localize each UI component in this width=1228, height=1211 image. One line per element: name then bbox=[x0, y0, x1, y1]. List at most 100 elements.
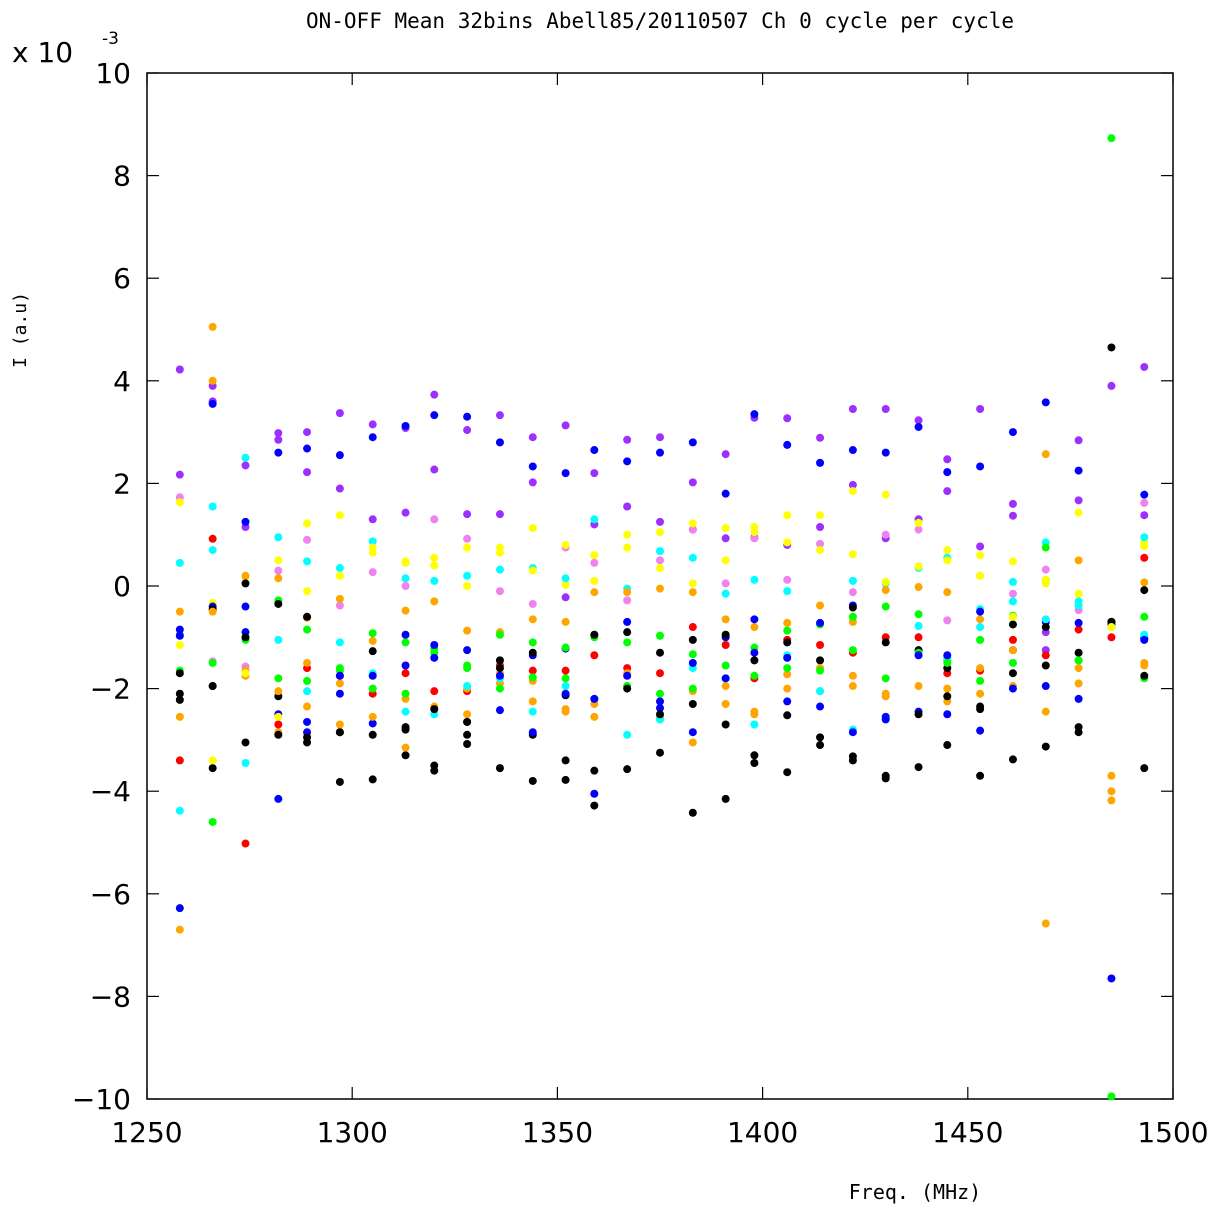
data-point bbox=[561, 666, 570, 675]
data-point bbox=[1140, 498, 1149, 507]
data-point bbox=[528, 638, 537, 647]
data-point bbox=[688, 650, 697, 659]
data-point bbox=[783, 664, 792, 673]
data-point bbox=[463, 571, 472, 580]
data-point bbox=[463, 730, 472, 739]
data-point bbox=[430, 653, 439, 662]
data-point bbox=[688, 588, 697, 597]
data-point bbox=[750, 751, 759, 760]
y-multiplier: x 10 -3 bbox=[12, 29, 119, 69]
data-point bbox=[721, 556, 730, 565]
data-point bbox=[1140, 553, 1149, 562]
data-point bbox=[848, 487, 857, 496]
data-point bbox=[656, 631, 664, 640]
data-point bbox=[1140, 533, 1149, 542]
data-point bbox=[561, 540, 570, 549]
data-point bbox=[241, 669, 250, 678]
data-point bbox=[848, 756, 857, 765]
data-point bbox=[401, 574, 410, 583]
data-point bbox=[1074, 679, 1083, 688]
data-point bbox=[241, 758, 250, 767]
data-point bbox=[590, 515, 599, 524]
data-point bbox=[335, 679, 344, 688]
data-point bbox=[881, 490, 890, 499]
data-point bbox=[750, 623, 759, 632]
data-point bbox=[401, 669, 410, 678]
data-point bbox=[401, 421, 410, 430]
data-point bbox=[175, 631, 184, 640]
data-point bbox=[783, 697, 792, 706]
data-point bbox=[303, 625, 312, 634]
x-axis-label: Freq. (MHz) bbox=[849, 1180, 981, 1204]
data-point bbox=[590, 712, 599, 721]
data-point bbox=[914, 422, 923, 431]
data-point bbox=[688, 684, 697, 693]
data-point bbox=[750, 671, 759, 680]
data-point bbox=[656, 704, 664, 713]
data-point bbox=[976, 405, 985, 414]
data-point bbox=[303, 444, 312, 453]
data-point bbox=[401, 725, 410, 734]
y-ticks: −10 −8 −6 −4 −2 0 2 4 6 8 10 bbox=[72, 57, 1173, 1116]
data-point bbox=[495, 587, 504, 596]
data-point bbox=[175, 640, 184, 649]
data-point bbox=[303, 733, 312, 742]
data-point bbox=[274, 448, 283, 457]
data-point bbox=[688, 728, 697, 737]
data-point bbox=[208, 399, 217, 408]
data-point bbox=[943, 468, 952, 477]
series-13 bbox=[175, 607, 1149, 934]
data-point bbox=[976, 571, 985, 580]
data-point bbox=[816, 511, 825, 520]
data-point bbox=[463, 661, 472, 670]
data-point bbox=[1008, 499, 1017, 508]
data-point bbox=[463, 510, 472, 519]
data-point bbox=[303, 519, 312, 528]
data-point bbox=[848, 682, 857, 691]
data-point bbox=[848, 603, 857, 612]
data-point bbox=[623, 628, 632, 637]
data-point bbox=[943, 487, 952, 496]
series-0 bbox=[175, 362, 1149, 637]
data-point bbox=[816, 618, 825, 627]
data-point bbox=[1008, 577, 1017, 586]
data-point bbox=[976, 702, 985, 711]
data-point bbox=[401, 707, 410, 716]
series-7 bbox=[175, 134, 1149, 683]
data-point bbox=[688, 553, 697, 562]
data-point bbox=[1140, 490, 1149, 499]
data-point bbox=[274, 674, 283, 683]
data-point bbox=[1107, 1092, 1116, 1101]
data-point bbox=[401, 606, 410, 615]
data-point bbox=[401, 630, 410, 639]
data-point bbox=[335, 564, 344, 573]
data-point bbox=[816, 546, 825, 555]
y-tick-label: 2 bbox=[113, 467, 131, 500]
data-point bbox=[590, 789, 599, 798]
data-point bbox=[528, 599, 537, 608]
data-point bbox=[208, 546, 217, 555]
data-point bbox=[430, 561, 439, 570]
data-point bbox=[561, 689, 570, 698]
data-point bbox=[274, 574, 283, 583]
data-point bbox=[750, 720, 759, 729]
data-point bbox=[463, 582, 472, 590]
data-point bbox=[335, 638, 344, 647]
data-point bbox=[1008, 684, 1017, 693]
data-point bbox=[1074, 496, 1083, 505]
series-16 bbox=[175, 615, 1149, 803]
data-point bbox=[816, 687, 825, 696]
data-point bbox=[783, 575, 792, 584]
data-point bbox=[590, 588, 599, 597]
data-point bbox=[816, 523, 825, 532]
data-point bbox=[495, 438, 504, 447]
data-point bbox=[463, 426, 472, 435]
data-point bbox=[335, 451, 344, 460]
data-point bbox=[175, 689, 184, 698]
data-point bbox=[816, 702, 825, 711]
y-multiplier-prefix: x 10 bbox=[12, 36, 73, 69]
data-point bbox=[721, 630, 730, 639]
data-point bbox=[1008, 589, 1017, 598]
data-point bbox=[274, 635, 283, 644]
data-point bbox=[1008, 755, 1017, 764]
